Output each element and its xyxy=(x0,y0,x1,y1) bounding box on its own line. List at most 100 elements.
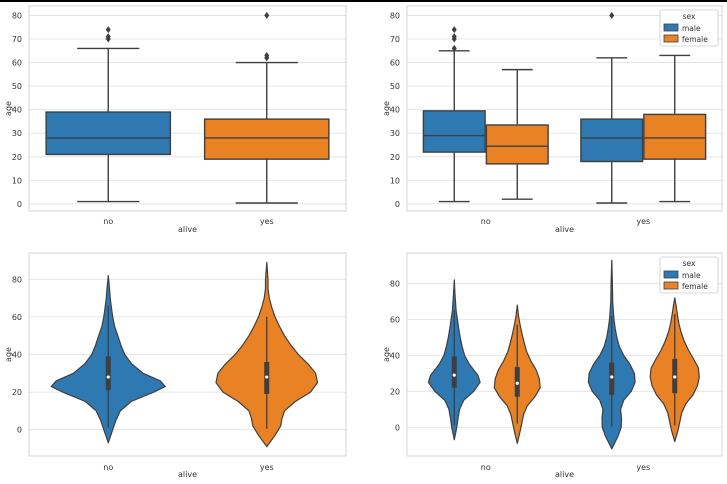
y-axis-label: age xyxy=(4,347,13,362)
violin-all-no xyxy=(50,275,166,444)
y-tick-label: 60 xyxy=(12,313,22,322)
axes-frame xyxy=(28,5,347,212)
y-tick-label: 60 xyxy=(390,315,400,324)
subplot-violin-alive: 0 20 40 60 80 no yes alive age xyxy=(4,252,347,479)
x-tick-label: yes xyxy=(636,217,650,226)
legend-swatch-male xyxy=(663,270,679,279)
y-tick-label: 60 xyxy=(390,59,400,68)
x-tick-label: yes xyxy=(260,217,274,226)
box-iqr xyxy=(422,110,486,153)
flier-point xyxy=(264,11,270,19)
violin-male-no xyxy=(427,279,481,441)
y-tick-label: 40 xyxy=(390,106,400,115)
y-tick-label: 0 xyxy=(395,200,400,209)
box-male-yes xyxy=(580,11,644,204)
legend-label-male: male xyxy=(682,271,701,280)
x-axis-label: alive xyxy=(555,225,574,234)
flier-point xyxy=(264,51,270,59)
x-tick-label: yes xyxy=(636,463,650,472)
x-tick-label: no xyxy=(481,217,491,226)
legend-swatch-female xyxy=(663,34,679,43)
x-axis-label: alive xyxy=(555,470,574,479)
y-tick-label: 20 xyxy=(390,387,400,396)
legend-swatch-male xyxy=(663,23,679,32)
legend-swatch-female xyxy=(663,281,679,290)
y-tick-label: 0 xyxy=(17,426,22,435)
x-axis-label: alive xyxy=(178,470,197,479)
violin-median-dot xyxy=(610,375,614,379)
violin-median-dot xyxy=(515,381,519,385)
y-tick-label: 40 xyxy=(12,106,22,115)
y-tick-label: 70 xyxy=(390,35,400,44)
violin-all-yes xyxy=(215,261,319,448)
legend-title: sex xyxy=(683,259,696,268)
y-tick-label: 20 xyxy=(12,388,22,397)
y-tick-label: 40 xyxy=(12,351,22,360)
y-axis-label: age xyxy=(382,347,391,362)
y-axis-label: age xyxy=(382,101,391,116)
y-tick-label: 80 xyxy=(12,11,22,20)
y-tick-label: 30 xyxy=(390,129,400,138)
subplot-box-alive-sex: 0 10 20 30 40 50 60 70 80 no yes alive age sex male fem… xyxy=(382,5,723,234)
flier-point xyxy=(451,33,457,41)
x-tick-label: no xyxy=(103,217,113,226)
y-tick-label: 80 xyxy=(390,11,400,20)
legend-label-male: male xyxy=(682,24,701,33)
box-male-no xyxy=(422,26,486,203)
y-tick-label: 60 xyxy=(12,59,22,68)
y-tick-label: 10 xyxy=(390,176,400,185)
violin-median-dot xyxy=(673,375,677,379)
axes-frame xyxy=(406,5,723,212)
subplot-violin-alive-sex: 0 20 40 60 80 no yes alive age sex male female xyxy=(382,252,723,479)
x-tick-label: no xyxy=(481,463,491,472)
y-tick-label: 20 xyxy=(12,153,22,162)
y-tick-label: 20 xyxy=(390,153,400,162)
violin-median-dot xyxy=(106,375,110,379)
y-tick-label: 80 xyxy=(12,275,22,284)
violin-iqr-box xyxy=(609,362,615,395)
box-iqr xyxy=(580,118,644,163)
violin-median-dot xyxy=(265,375,269,379)
y-tick-label: 0 xyxy=(17,200,22,209)
flier-point xyxy=(451,26,457,34)
violin-female-yes xyxy=(649,297,700,443)
legend: sex male female xyxy=(659,9,719,47)
axes-frame xyxy=(28,252,347,457)
axes-frame xyxy=(406,252,723,457)
violin-female-no xyxy=(493,304,541,444)
legend-label-female: female xyxy=(682,282,708,291)
y-tick-label: 50 xyxy=(390,82,400,91)
box-iqr xyxy=(643,113,707,160)
box-iqr xyxy=(45,111,172,156)
box-female-yes xyxy=(643,54,707,203)
y-tick-label: 80 xyxy=(390,280,400,289)
subplot-box-alive: 0 10 20 30 40 50 60 70 80 no yes alive age xyxy=(4,5,347,234)
violin-male-yes xyxy=(587,259,636,450)
box-iqr xyxy=(485,124,549,165)
x-tick-label: no xyxy=(103,463,113,472)
violin-median-dot xyxy=(452,373,456,377)
flier-point xyxy=(105,33,111,41)
y-axis-label: age xyxy=(4,101,13,116)
box-female-no xyxy=(485,68,549,200)
violin-iqr-box xyxy=(105,356,111,391)
y-tick-label: 50 xyxy=(12,82,22,91)
y-tick-label: 40 xyxy=(390,351,400,360)
y-tick-label: 70 xyxy=(12,35,22,44)
x-axis-label: alive xyxy=(178,225,197,234)
y-tick-label: 30 xyxy=(12,129,22,138)
box-all-no xyxy=(45,26,172,203)
violin-iqr-box xyxy=(451,356,457,388)
flier-point xyxy=(609,11,615,19)
legend-title: sex xyxy=(683,12,696,21)
legend-label-female: female xyxy=(682,35,708,44)
box-iqr xyxy=(203,118,330,160)
y-tick-label: 0 xyxy=(395,423,400,432)
box-all-yes xyxy=(203,11,330,204)
flier-point xyxy=(105,26,111,34)
legend: sex male female xyxy=(659,256,719,294)
x-tick-label: yes xyxy=(260,463,274,472)
y-tick-label: 10 xyxy=(12,176,22,185)
top-border-line xyxy=(0,0,727,2)
